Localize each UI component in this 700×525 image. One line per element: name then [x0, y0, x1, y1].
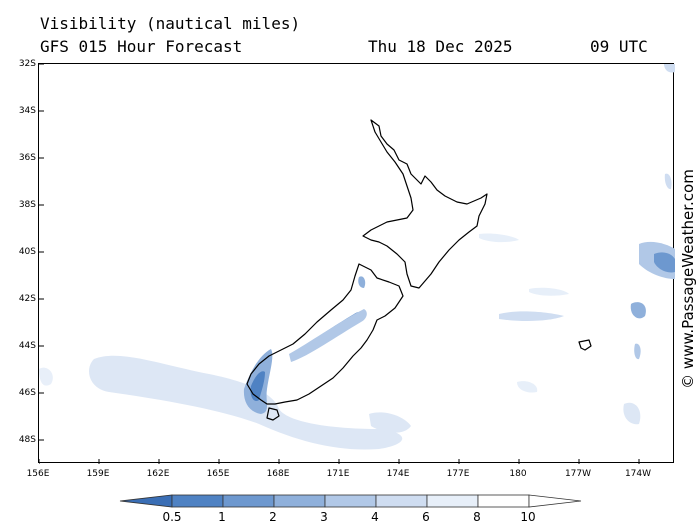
- north-island-outline: [362, 119, 488, 289]
- lon-axis: 156E 159E 162E 165E 168E 171E 174E 177E …: [27, 469, 652, 479]
- chatham-islands-outline: [578, 339, 592, 351]
- lat-label: 38S: [19, 200, 36, 210]
- legend-label: 6: [422, 510, 430, 524]
- lat-label: 46S: [19, 388, 36, 398]
- vis-alps-light: [289, 309, 367, 362]
- lon-label: 159E: [87, 469, 110, 479]
- lat-label: 32S: [19, 59, 36, 69]
- lat-ticks: [39, 64, 44, 441]
- forecast-date: Thu 18 Dec 2025: [368, 37, 513, 56]
- legend-labels: 0.5 1 2 3 4 6 8 10: [162, 510, 535, 524]
- legend-label: 10: [520, 510, 535, 524]
- lon-label: 171E: [327, 469, 350, 479]
- vis-east-patch-3: [479, 233, 519, 243]
- haze-band-south: [89, 355, 403, 450]
- lat-label: 36S: [19, 153, 36, 163]
- lon-label: 174E: [387, 469, 410, 479]
- vis-east-patch-1: [499, 311, 564, 321]
- haze-patch-southeast: [369, 412, 411, 433]
- legend-swatch: [477, 494, 530, 508]
- lat-label: 42S: [19, 294, 36, 304]
- vis-east-edge-core: [654, 252, 675, 273]
- map-canvas: [39, 64, 675, 464]
- legend-label: 3: [320, 510, 328, 524]
- lon-label: 180: [509, 469, 526, 479]
- legend-swatch: [119, 494, 173, 508]
- lat-label: 44S: [19, 341, 36, 351]
- visibility-shading: [39, 64, 675, 450]
- vis-east-mid: [630, 302, 646, 319]
- legend-swatch: [324, 494, 377, 508]
- lon-label: 168E: [267, 469, 290, 479]
- legend-bar: [119, 494, 582, 508]
- stewart-island-outline: [266, 407, 280, 421]
- legend-label: 0.5: [162, 510, 181, 524]
- map-frame: [38, 63, 675, 464]
- forecast-time: 09 UTC: [590, 37, 648, 56]
- legend-swatch: [375, 494, 428, 508]
- lon-label: 177W: [565, 469, 591, 479]
- vis-nelson: [358, 276, 366, 288]
- legend-label: 2: [269, 510, 277, 524]
- vis-east-upper: [664, 173, 672, 190]
- lon-label: 177E: [447, 469, 470, 479]
- legend-swatch: [222, 494, 275, 508]
- lon-label: 156E: [27, 469, 50, 479]
- coastlines: [246, 119, 592, 421]
- lat-axis: 32S 34S 36S 38S 40S 42S 44S 46S 48S: [19, 59, 36, 445]
- lat-label: 48S: [19, 435, 36, 445]
- lat-label: 34S: [19, 106, 36, 116]
- map-title: Visibility (nautical miles): [40, 14, 301, 33]
- lon-label: 165E: [207, 469, 230, 479]
- legend-swatch: [273, 494, 326, 508]
- lon-label: 174W: [625, 469, 651, 479]
- legend-swatch: [426, 494, 479, 508]
- vis-south-patch: [517, 381, 538, 393]
- vis-east-strip: [634, 343, 641, 360]
- vis-northeast-corner: [664, 64, 675, 73]
- legend-swatch: [528, 494, 582, 508]
- vis-east-low: [623, 402, 641, 425]
- legend-label: 1: [218, 510, 226, 524]
- credit-watermark: © www.PassageWeather.com: [676, 150, 698, 410]
- vis-fiordland-core: [250, 371, 265, 402]
- legend-swatch: [171, 494, 224, 508]
- credit-text: © www.PassageWeather.com: [679, 169, 697, 389]
- visibility-legend: 0.5 1 2 3 4 6 8 10: [119, 494, 582, 524]
- lon-label: 162E: [147, 469, 170, 479]
- legend-label: 4: [371, 510, 379, 524]
- south-island-outline: [246, 263, 404, 405]
- vis-east-patch-2: [529, 287, 569, 296]
- forecast-label: GFS 015 Hour Forecast: [40, 37, 243, 56]
- lat-label: 40S: [19, 247, 36, 257]
- legend-label: 8: [473, 510, 481, 524]
- lon-ticks: [39, 459, 640, 464]
- haze-patch-west: [39, 367, 53, 386]
